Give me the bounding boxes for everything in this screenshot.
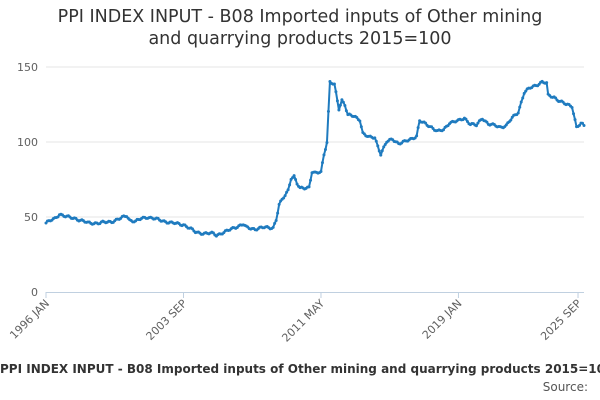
data-point: [343, 104, 347, 107]
y-tick-label: 150: [17, 61, 38, 74]
data-point: [322, 153, 326, 157]
data-point: [570, 105, 574, 109]
data-point: [524, 89, 528, 93]
data-point: [424, 121, 428, 125]
data-point: [518, 105, 522, 109]
data-point: [355, 115, 359, 119]
series-line: [45, 80, 585, 238]
data-point: [288, 183, 292, 187]
data-point: [335, 99, 339, 103]
data-point: [344, 109, 348, 113]
data-point: [442, 128, 446, 132]
data-point: [554, 96, 558, 100]
data-point: [211, 231, 215, 235]
data-point: [413, 136, 417, 140]
data-point: [282, 196, 286, 200]
gridlines: [46, 66, 584, 218]
y-tick-label: 0: [31, 286, 38, 299]
tick-labels: 0 50 100 150 1996 JAN 2003 SEP 2011 MAY 2019 JA…: [7, 61, 584, 345]
data-point: [373, 136, 377, 140]
data-point: [320, 161, 324, 165]
data-point: [309, 178, 313, 182]
data-point: [285, 190, 289, 194]
data-point: [376, 144, 380, 148]
data-point: [358, 119, 362, 123]
data-point: [294, 177, 298, 181]
data-point: [277, 202, 281, 206]
data-point: [56, 215, 60, 219]
data-point: [545, 81, 549, 85]
data-point: [274, 218, 278, 222]
data-point: [476, 121, 480, 125]
data-point: [521, 96, 525, 100]
data-point: [326, 109, 330, 113]
data-point: [276, 211, 280, 215]
data-point: [307, 185, 311, 189]
data-point: [340, 98, 344, 102]
chart-title-line-2: and quarrying products 2015=100: [148, 29, 452, 49]
data-point: [341, 100, 345, 104]
data-point: [573, 118, 577, 122]
data-point: [474, 124, 478, 128]
data-point: [190, 227, 194, 231]
data-point: [582, 124, 586, 127]
y-tick-label: 50: [24, 211, 38, 224]
chart-title: PPI INDEX INPUT - B08 Imported inputs of…: [0, 6, 600, 50]
data-point: [416, 126, 420, 130]
data-point: [319, 169, 323, 173]
data-point: [337, 108, 341, 112]
data-point: [273, 221, 277, 225]
x-tick-label: 2003 SEP: [144, 297, 190, 343]
data-point: [359, 125, 363, 129]
data-point: [504, 123, 508, 127]
series-layer: [44, 79, 586, 238]
data-point: [382, 145, 386, 149]
data-point: [509, 118, 513, 122]
data-point: [379, 153, 383, 157]
x-tick-label: 2011 MAY: [279, 297, 327, 345]
data-point: [323, 147, 327, 151]
data-point: [415, 134, 419, 138]
data-point: [325, 141, 329, 145]
data-point: [380, 149, 384, 153]
chart-title-line-1: PPI INDEX INPUT - B08 Imported inputs of…: [57, 7, 543, 27]
data-point: [485, 120, 489, 124]
data-point: [522, 91, 526, 95]
data-point: [572, 112, 576, 116]
x-tick-label: 2025 SEP: [538, 297, 584, 343]
data-point: [332, 82, 336, 86]
data-point: [334, 90, 338, 94]
data-point: [581, 121, 585, 125]
data-point: [465, 120, 469, 124]
data-point: [374, 139, 378, 143]
data-point: [292, 174, 296, 178]
data-point: [286, 188, 290, 192]
data-point: [377, 149, 381, 153]
y-tick-label: 100: [17, 136, 38, 149]
axes: [45, 292, 584, 298]
data-point: [519, 100, 523, 104]
x-tick-label: 2019 JAN: [420, 297, 465, 342]
data-point: [383, 142, 387, 146]
data-point: [464, 117, 468, 121]
data-point: [516, 111, 520, 115]
data-point: [283, 194, 287, 198]
data-point: [295, 182, 299, 186]
footer-source: Source:: [542, 380, 588, 394]
footer-caption: PPI INDEX INPUT - B08 Imported inputs of…: [0, 362, 600, 376]
data-point: [338, 103, 342, 107]
x-tick-label: 1996 JAN: [7, 297, 52, 342]
data-point: [271, 225, 275, 229]
data-point: [578, 123, 582, 127]
